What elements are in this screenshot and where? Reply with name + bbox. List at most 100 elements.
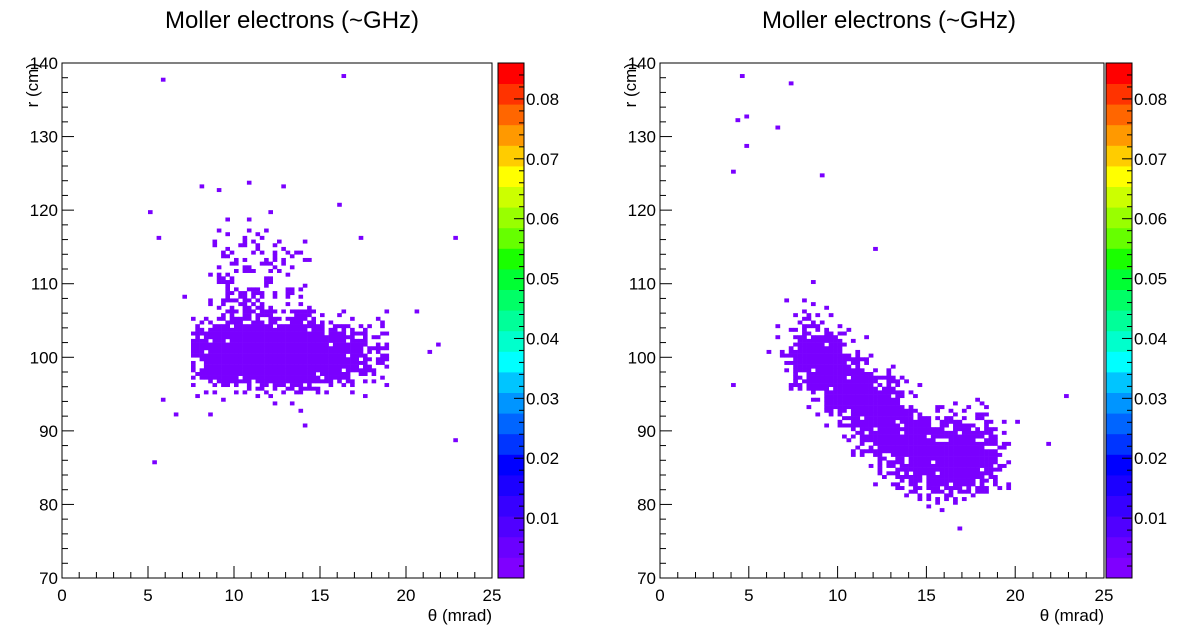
heatmap-cell [890,416,896,421]
heatmap-cell [246,368,252,373]
heatmap-cell [332,360,338,365]
heatmap-cell [277,327,282,332]
heatmap-cell [895,416,901,421]
heatmap-cell [882,401,887,406]
heatmap-cell [363,353,368,358]
heatmap-cell [859,430,865,435]
heatmap-cell [289,353,295,358]
heatmap-cell [810,364,816,369]
heatmap-cell [264,338,269,343]
heatmap-cell [890,386,896,391]
heatmap-cell [855,379,861,384]
heatmap-cell [225,309,230,314]
heatmap-cell [195,394,200,399]
heatmap-cell [873,375,878,380]
heatmap-cell [961,423,967,428]
heatmap-cell [731,383,736,388]
heatmap-cell [895,438,901,443]
heatmap-cell [259,324,265,329]
heatmap-cell [332,335,338,340]
heatmap-cell [1001,430,1007,435]
heatmap-cell [917,460,923,465]
heatmap-cell [268,379,273,384]
heatmap-cell [899,452,905,457]
heatmap-cell [837,394,843,399]
heatmap-cell [988,475,994,479]
heatmap-cell [935,416,941,421]
heatmap-cell [294,320,299,325]
heatmap-cell [904,493,909,498]
right-plot-frame [659,62,1105,579]
heatmap-cell [930,449,936,454]
heatmap-cell [731,169,736,174]
heatmap-cell [371,379,377,384]
heatmap-cell [285,342,291,347]
heatmap-cell [208,298,213,303]
heatmap-cell [268,324,273,329]
heatmap-cell [899,416,905,421]
heatmap-cell [895,467,901,472]
heatmap-cell [221,349,226,354]
heatmap-cell [859,375,865,380]
heatmap-cell [993,441,998,446]
heatmap-cell [913,438,918,443]
heatmap-cell [337,324,342,329]
heatmap-cell [251,287,256,292]
heatmap-cell [890,405,896,410]
heatmap-cell [890,430,896,435]
heatmap-cell [913,478,918,483]
heatmap-cell [970,478,976,483]
heatmap-cell [225,346,230,351]
heatmap-cell [216,360,222,365]
heatmap-cell [842,416,847,421]
heatmap-cell [268,349,273,354]
heatmap-cell [307,379,312,384]
heatmap-cell [212,357,218,362]
heatmap-cell [815,338,821,343]
heatmap-cell [285,338,291,343]
heatmap-cell [966,489,972,494]
heatmap-cell [191,353,196,358]
heatmap-cell [833,338,838,343]
heatmap-cell [895,471,901,476]
heatmap-cell [979,441,985,446]
heatmap-cell [324,372,329,376]
heatmap-cell [913,434,918,439]
heatmap-cell [979,412,985,417]
heatmap-cell [890,408,896,413]
heatmap-cell [864,405,869,410]
heatmap-cell [939,508,945,513]
heatmap-cell [337,338,342,343]
heatmap-cell [797,383,803,388]
heatmap-cell [935,489,941,494]
heatmap-cell [384,342,390,347]
heatmap-cell [259,349,265,354]
heatmap-cell [234,372,239,376]
heatmap-cell [850,372,856,376]
heatmap-cell [182,294,187,299]
heatmap-cell [225,324,230,329]
heatmap-cell [242,239,248,244]
heatmap-cell [285,379,291,384]
heatmap-cell [824,357,830,362]
heatmap-cell [216,364,222,369]
heatmap-cell [917,434,923,439]
heatmap-cell [195,335,200,340]
heatmap-cell [289,372,295,376]
heatmap-cell [264,379,269,384]
heatmap-cell [890,390,896,395]
heatmap-cell [272,379,278,384]
heatmap-cell [961,438,967,443]
heatmap-cell [810,397,816,402]
heatmap-cell [890,471,896,476]
heatmap-cell [311,353,316,358]
heatmap-cell [948,478,954,483]
heatmap-cell [221,280,226,285]
heatmap-cell [358,338,364,343]
heatmap-cell [828,364,834,369]
heatmap-cell [744,114,750,119]
colorbar-tick-label: 0.08 [526,90,559,109]
heatmap-cell [828,394,834,399]
heatmap-cell [957,449,963,454]
heatmap-cell [957,419,963,424]
